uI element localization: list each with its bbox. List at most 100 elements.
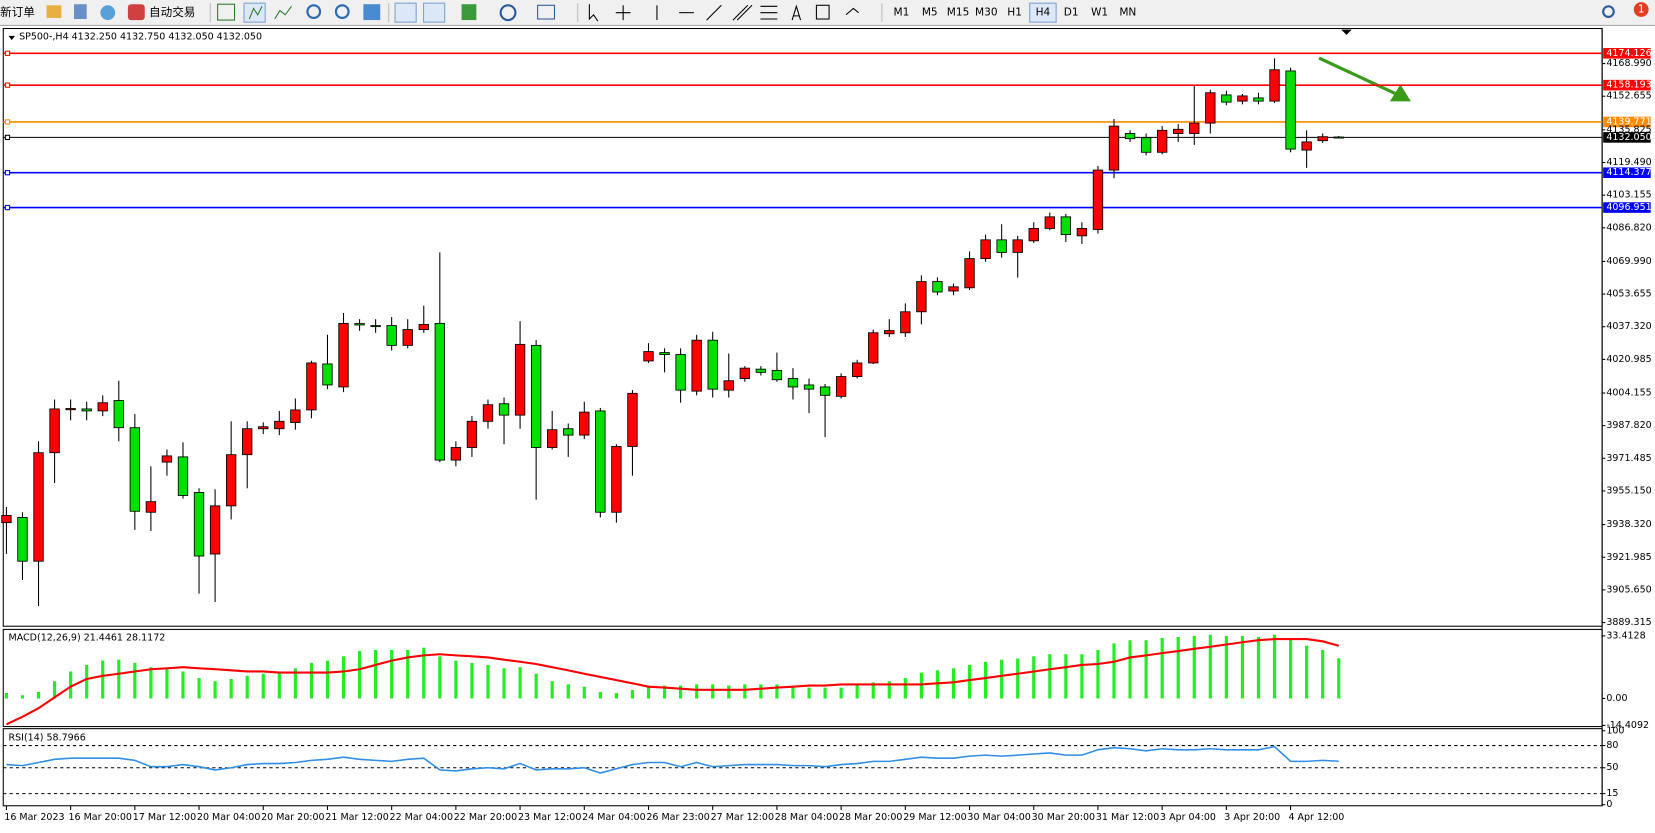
candle-body: [1108, 125, 1120, 171]
indicators-icon[interactable]: [461, 4, 477, 21]
level-label-bg: [1603, 48, 1651, 59]
new-order-button[interactable]: 新订单: [0, 5, 35, 19]
icon-pressed[interactable]: [243, 2, 266, 23]
y-tick-label: 100: [1606, 725, 1624, 736]
candle-body: [771, 369, 783, 381]
timeframe-button[interactable]: M30: [975, 7, 998, 19]
candle-body: [418, 323, 429, 330]
template-icon[interactable]: [537, 4, 556, 20]
macd-bar: [582, 686, 586, 699]
candle-body: [595, 410, 606, 513]
macd-bar: [197, 678, 201, 699]
icon-pressed[interactable]: [423, 2, 446, 23]
level-label-bg: [1603, 167, 1651, 179]
candle-body: [787, 378, 799, 388]
candle-body: [1317, 136, 1328, 142]
icon[interactable]: [46, 5, 62, 18]
level-label: 4174.126: [1606, 48, 1651, 59]
candle-body: [1076, 228, 1088, 237]
icon[interactable]: [274, 6, 292, 20]
panel-title: SP500-,H4 4132.250 4132.750 4132.050 413…: [19, 31, 262, 42]
auto-trading-icon[interactable]: [127, 4, 145, 21]
candle-body: [1060, 216, 1072, 236]
timeframe-button[interactable]: W1: [1091, 7, 1108, 19]
alert-badge[interactable]: [1633, 2, 1649, 17]
candle-body: [1301, 141, 1312, 151]
x-tick-label: 3 Apr 20:00: [1224, 812, 1280, 823]
timeframe-bar: M1 M5 M15 M30 H1 H4 D1 W1 MN: [894, 2, 1136, 23]
y-tick-label: 4103.155: [1606, 190, 1651, 201]
text-tool[interactable]: [791, 4, 802, 21]
candle-body: [675, 354, 686, 391]
level-handle: [4, 50, 11, 56]
candle-body: [1205, 92, 1216, 124]
macd-bar: [229, 678, 233, 699]
macd-bar: [1160, 637, 1164, 699]
zoom-in[interactable]: [306, 4, 322, 20]
candle-body: [1237, 95, 1248, 102]
candle-body: [1333, 136, 1344, 139]
macd-bar: [919, 672, 923, 699]
x-tick-label: 23 Mar 12:00: [518, 812, 581, 823]
candle-body: [1221, 94, 1232, 103]
timeframe-button[interactable]: H4: [1036, 7, 1051, 19]
macd-bar: [1128, 640, 1132, 699]
macd-bar: [293, 668, 297, 699]
candle-body: [1, 515, 12, 524]
icon[interactable]: [363, 4, 381, 21]
candle-body: [884, 330, 895, 335]
macd-bar: [566, 684, 570, 699]
macd-bar: [935, 670, 940, 699]
icon[interactable]: [248, 6, 263, 20]
macd-bar: [36, 691, 41, 699]
macd-bar: [839, 687, 843, 699]
period-icon[interactable]: [499, 4, 517, 22]
macd-bar: [759, 684, 763, 699]
x-tick-label: 20 Mar 20:00: [261, 812, 324, 823]
level-label-bg: [1603, 202, 1651, 213]
panel-menu[interactable]: [8, 35, 15, 41]
label-tool[interactable]: [815, 4, 830, 20]
channel-tool[interactable]: [732, 4, 753, 21]
trendline-tool[interactable]: [706, 4, 722, 21]
candle-body: [466, 420, 478, 448]
candle-body: [996, 239, 1007, 253]
cursor-tool[interactable]: [588, 4, 599, 22]
toolbar: 新订单 自动交易 M1 M5 M15 M30 H1 H4 D1 W1 MN: [0, 0, 1655, 26]
timeframe-button[interactable]: D1: [1064, 7, 1079, 19]
macd-bar: [1288, 639, 1293, 699]
y-tick-label: 3921.985: [1606, 552, 1651, 563]
timeframe-button[interactable]: M1: [894, 7, 910, 19]
timeframe-button[interactable]: M15: [947, 7, 970, 19]
icon[interactable]: [74, 4, 87, 20]
macd-bar: [534, 673, 538, 699]
macd-bar: [165, 669, 169, 699]
timeframe-button[interactable]: M5: [922, 7, 938, 19]
macd-bar: [245, 675, 249, 699]
search[interactable]: [1602, 5, 1615, 18]
icon[interactable]: [100, 5, 116, 21]
plot-layer: 4174.126 4158.193 4139.771 4132.050 4114.377…: [1, 31, 1652, 823]
arrows-tool[interactable]: [845, 7, 859, 16]
level-handle: [4, 170, 11, 176]
crosshair-tool[interactable]: [615, 5, 631, 21]
auto-trading-button[interactable]: 自动交易: [149, 5, 195, 19]
timeframe-button[interactable]: MN: [1119, 7, 1136, 19]
macd-bar: [630, 689, 635, 699]
fibo-tool[interactable]: [760, 5, 778, 20]
macd-bar: [903, 678, 907, 699]
candle-body: [1253, 97, 1264, 102]
zoom-out[interactable]: [334, 4, 350, 20]
level-label: 4139.771: [1606, 116, 1651, 127]
macd-bar: [614, 693, 618, 699]
timeframe-button[interactable]: H1: [1007, 7, 1022, 19]
timeframe-pressed[interactable]: [1029, 2, 1057, 23]
macd-bar: [1272, 634, 1277, 699]
candle-body: [322, 363, 333, 386]
icon-pressed[interactable]: [394, 2, 417, 23]
macd-bar: [341, 656, 346, 699]
x-tick-label: 21 Mar 12:00: [325, 812, 388, 823]
icon[interactable]: [217, 3, 236, 21]
macd-bar: [550, 681, 554, 699]
